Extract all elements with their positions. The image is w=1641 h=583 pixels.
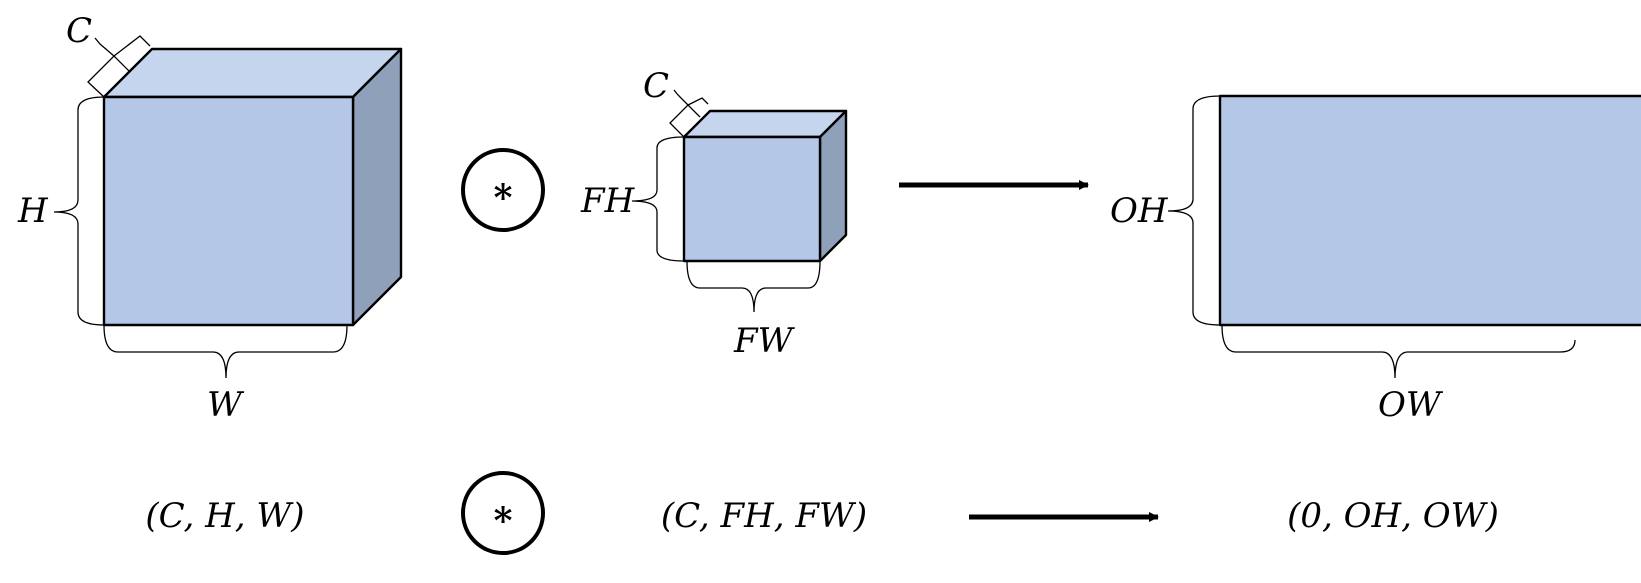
output-height-brace: [1167, 95, 1221, 326]
filter-cube-top: [682, 109, 848, 139]
svg-text:*: *: [494, 177, 513, 219]
output-shape-tuple: (0, OH, OW): [1287, 496, 1499, 536]
input-width-label: W: [207, 385, 245, 425]
input-cube-side: [351, 47, 403, 327]
output-width-label: OW: [1378, 385, 1444, 425]
input-shape-tuple: (C, H, W): [145, 496, 304, 536]
filter-height-brace: [631, 136, 685, 262]
input-channel-label: C: [66, 11, 92, 51]
filter-channel-brace: [669, 89, 709, 138]
convolution-operator: *: [461, 148, 545, 232]
output-width-brace: [1221, 324, 1576, 379]
output-map: [1218, 94, 1641, 327]
filter-cube-side: [818, 109, 848, 263]
input-volume: [102, 47, 403, 327]
input-width-brace: [103, 324, 348, 379]
filter-channel-label: C: [643, 66, 669, 106]
input-channel-brace: [87, 35, 151, 98]
output-height-label: OH: [1110, 191, 1169, 231]
input-height-label: H: [17, 191, 49, 231]
filter-width-label: FW: [733, 321, 796, 361]
filter-width-brace: [686, 260, 821, 313]
input-cube-front: [102, 95, 355, 327]
input-cube-top: [102, 47, 403, 99]
filter-shape-tuple: (C, FH, FW): [661, 496, 867, 536]
filter-height-label: FH: [580, 181, 636, 221]
svg-text:*: *: [494, 500, 513, 542]
convolution-operator-bottom: *: [461, 471, 545, 555]
filter-cube-front: [682, 135, 822, 263]
filter-volume: [682, 109, 848, 263]
input-height-brace: [53, 96, 105, 326]
